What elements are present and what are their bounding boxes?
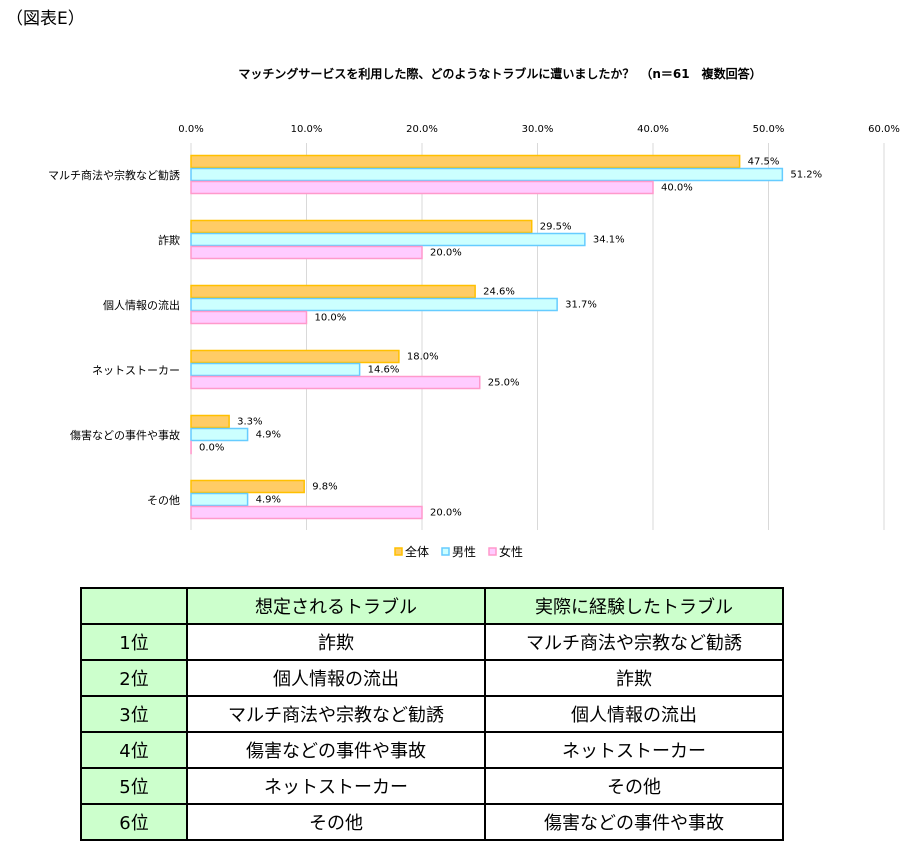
- data-label: 40.0%: [661, 183, 693, 194]
- x-tick-label: 0.0%: [178, 124, 203, 135]
- bar-男性: [190, 232, 586, 247]
- table-row: 6位 その他 傷害などの事件や事故: [80, 803, 784, 841]
- chart-title: マッチングサービスを利用した際、どのようなトラブルに遭いましたか？ （n＝61 …: [238, 66, 761, 81]
- bar-男性: [190, 297, 558, 312]
- legend-label: 女性: [499, 544, 523, 559]
- x-tick-label: 30.0%: [522, 124, 554, 135]
- bar-女性: [190, 505, 423, 520]
- bar-女性: [190, 245, 423, 260]
- rank-cell: 3位: [80, 695, 188, 733]
- table-header-cell: 実際に経験したトラブル: [484, 587, 784, 625]
- bar-女性: [190, 180, 654, 195]
- data-label: 34.1%: [593, 235, 625, 246]
- expected-cell: 個人情報の流出: [186, 659, 486, 697]
- x-tick-label: 40.0%: [637, 124, 669, 135]
- rank-cell: 4位: [80, 731, 188, 769]
- table-row: 3位 マルチ商法や宗教など勧誘 個人情報の流出: [80, 695, 784, 733]
- category-label: 詐欺: [158, 233, 180, 247]
- category-label: 傷害などの事件や事故: [70, 428, 180, 442]
- bar-全体: [190, 479, 305, 494]
- bar-男性: [190, 167, 784, 182]
- actual-cell: 個人情報の流出: [484, 695, 784, 733]
- data-label: 20.0%: [430, 508, 462, 519]
- data-label: 20.0%: [430, 248, 462, 259]
- table-row: 2位 個人情報の流出 詐欺: [80, 659, 784, 697]
- data-label: 9.8%: [312, 482, 337, 493]
- bar-全体: [190, 284, 476, 299]
- figure-label: （図表E）: [6, 9, 85, 29]
- actual-cell: ネットストーカー: [484, 731, 784, 769]
- category-label: その他: [147, 494, 180, 507]
- x-tick-label: 50.0%: [753, 124, 785, 135]
- data-label: 51.2%: [790, 170, 822, 181]
- ranking-table: 想定されるトラブル 実際に経験したトラブル 1位 詐欺 マルチ商法や宗教など勧誘 2…: [80, 587, 784, 841]
- data-label: 4.9%: [256, 495, 281, 506]
- actual-cell: 傷害などの事件や事故: [484, 803, 784, 841]
- data-label: 47.5%: [748, 157, 780, 168]
- table-header-cell: [80, 587, 188, 625]
- data-label: 24.6%: [483, 287, 515, 298]
- data-label: 14.6%: [368, 365, 400, 376]
- bar-男性: [190, 362, 361, 377]
- legend-swatch-女性: [488, 547, 497, 556]
- rank-cell: 1位: [80, 623, 188, 661]
- x-tick-label: 20.0%: [406, 124, 438, 135]
- data-label: 29.5%: [540, 222, 572, 233]
- actual-cell: 詐欺: [484, 659, 784, 697]
- legend-label: 全体: [405, 544, 429, 559]
- expected-cell: ネットストーカー: [186, 767, 486, 805]
- actual-cell: その他: [484, 767, 784, 805]
- expected-cell: 詐欺: [186, 623, 486, 661]
- bar-全体: [190, 219, 533, 234]
- category-label: マルチ商法や宗教など勧誘: [48, 168, 180, 182]
- legend-swatch-全体: [394, 547, 403, 556]
- bar-全体: [190, 349, 400, 364]
- table-row: 5位 ネットストーカー その他: [80, 767, 784, 805]
- bar-男性: [190, 492, 249, 507]
- category-label: ネットストーカー: [92, 364, 180, 377]
- data-label: 0.0%: [199, 443, 224, 454]
- data-label: 25.0%: [488, 378, 520, 389]
- rank-cell: 2位: [80, 659, 188, 697]
- bar-全体: [190, 414, 230, 429]
- x-tick-label: 10.0%: [291, 124, 323, 135]
- x-tick-label: 60.0%: [868, 124, 900, 135]
- bar-女性: [190, 375, 481, 390]
- bar-chart: マッチングサービスを利用した際、どのようなトラブルに遭いましたか？ （n＝61 …: [48, 66, 900, 559]
- bar-女性: [190, 310, 308, 325]
- bar-男性: [190, 427, 249, 442]
- expected-cell: 傷害などの事件や事故: [186, 731, 486, 769]
- data-label: 18.0%: [407, 352, 439, 363]
- legend-label: 男性: [452, 545, 476, 559]
- data-label: 4.9%: [256, 430, 281, 441]
- bar-全体: [190, 154, 741, 169]
- category-label: 個人情報の流出: [103, 298, 180, 312]
- data-label: 10.0%: [315, 313, 347, 324]
- rank-cell: 5位: [80, 767, 188, 805]
- expected-cell: その他: [186, 803, 486, 841]
- data-label: 3.3%: [237, 417, 262, 428]
- rank-cell: 6位: [80, 803, 188, 841]
- data-label: 31.7%: [565, 300, 597, 311]
- table-header-row: 想定されるトラブル 実際に経験したトラブル: [80, 587, 784, 625]
- table-row: 1位 詐欺 マルチ商法や宗教など勧誘: [80, 623, 784, 661]
- legend-swatch-男性: [441, 547, 450, 556]
- actual-cell: マルチ商法や宗教など勧誘: [484, 623, 784, 661]
- expected-cell: マルチ商法や宗教など勧誘: [186, 695, 486, 733]
- table-row: 4位 傷害などの事件や事故 ネットストーカー: [80, 731, 784, 769]
- table-header-cell: 想定されるトラブル: [186, 587, 486, 625]
